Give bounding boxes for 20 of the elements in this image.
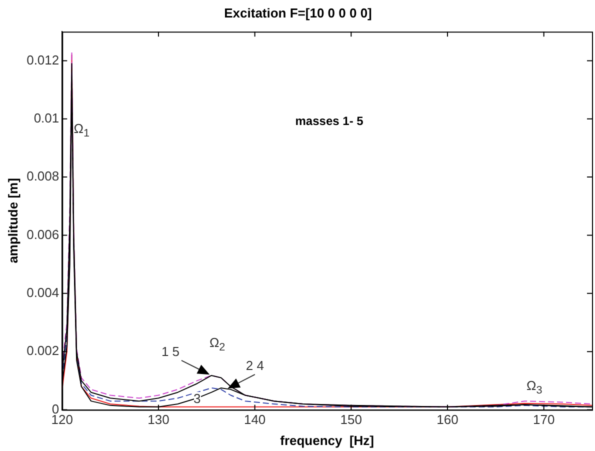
x-tick-label: 160 [436,412,458,428]
x-tick-label: 150 [340,412,362,428]
y-tick-label: 0.01 [34,110,60,126]
x-tick-label: 130 [148,412,170,428]
annotation: 2 4 [246,358,264,374]
y-tick-label: 0.002 [26,343,60,358]
y-tick-label: 0.006 [26,226,60,242]
y-tick-label: 0.012 [26,52,60,68]
annotation: Ω$_{1}$ [74,121,90,140]
x-tick-label: 170 [532,412,555,428]
annotation: masses 1- 5 [295,114,364,128]
y-axis-title: amplitude [m] [5,178,20,264]
annotation: Ω$_{3}$ [526,378,542,396]
y-tick-label: 0.008 [26,168,60,184]
x-tick-label: 140 [244,412,266,428]
chart-title: Excitation F=[10 0 0 0 0] [224,5,372,20]
annotation: 1 5 [161,344,180,360]
y-tick-label: 0.004 [26,285,60,300]
x-axis-title: frequency [Hz] [280,432,374,448]
annotation: Ω$_{2}$ [209,335,226,354]
